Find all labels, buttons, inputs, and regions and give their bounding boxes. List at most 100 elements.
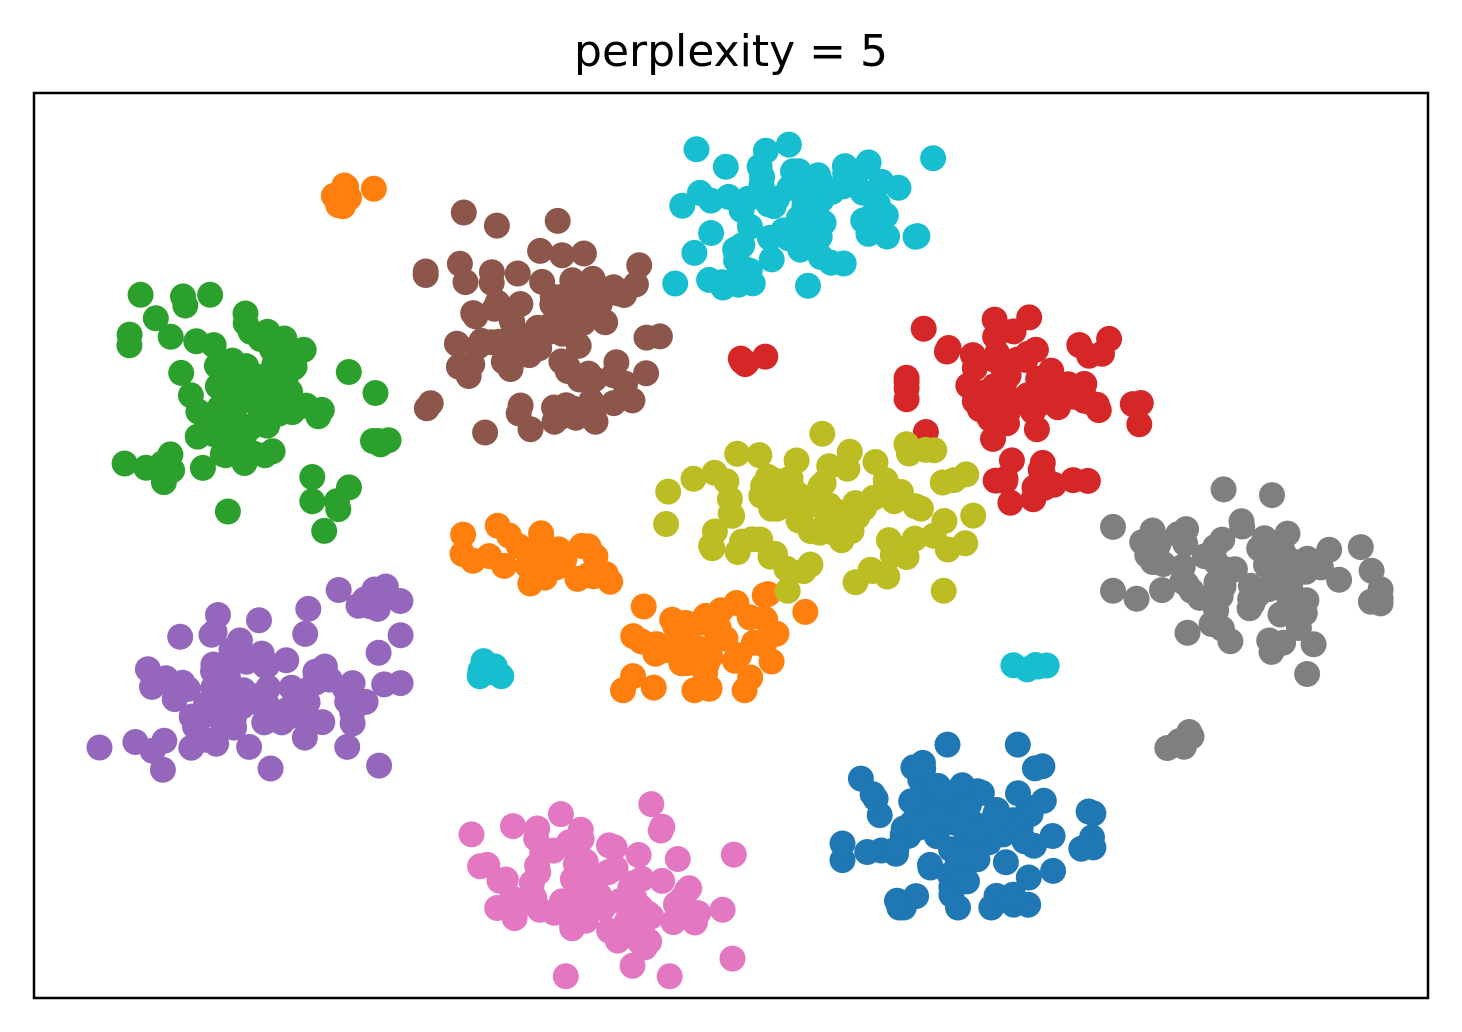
data-point [293,392,320,419]
data-point [829,830,856,857]
data-point [991,371,1018,398]
data-point [1074,467,1101,494]
data-point [545,547,572,574]
data-point [758,648,785,675]
data-point [762,540,788,567]
data-point [1260,551,1287,578]
data-point [603,349,630,376]
data-point [727,345,754,372]
data-point [412,258,439,285]
data-point [1150,551,1177,577]
data-point [982,323,1009,350]
data-point [370,585,397,612]
data-point [1029,753,1056,780]
data-point [229,693,256,720]
points-layer [86,131,1394,990]
data-point [917,854,944,881]
data-point [168,359,195,386]
data-point [597,568,624,595]
data-point [929,469,956,496]
data-point [371,671,398,698]
data-point [325,577,352,603]
data-point [945,894,971,921]
data-point [443,330,470,357]
data-point [365,639,392,666]
data-point [976,405,1003,432]
data-point [638,791,665,818]
data-point [172,292,199,319]
data-point [445,353,472,380]
data-point [774,577,801,604]
data-point [169,669,196,696]
data-point [883,836,910,863]
data-point [924,800,951,827]
data-point [517,416,544,443]
data-point [907,495,934,522]
data-point [619,387,646,414]
data-point [1178,723,1205,750]
data-point [222,392,249,419]
data-point [662,270,689,297]
data-point [1040,857,1067,884]
data-point [898,788,925,815]
data-point [724,539,751,565]
data-point [505,342,532,369]
data-point [334,733,361,760]
data-point [731,677,758,704]
data-point [468,327,495,354]
data-point [631,934,658,961]
data-point [859,558,886,584]
data-point [709,896,736,923]
data-point [1020,486,1047,513]
data-point [613,908,640,935]
data-point [633,324,660,351]
data-point [1274,520,1301,547]
data-point [1076,342,1103,369]
data-point [127,281,154,308]
data-point [567,816,594,843]
data-point [299,464,326,490]
data-point [205,602,231,628]
data-point [720,841,747,868]
data-point [933,338,960,365]
data-point [879,542,906,569]
data-point [910,755,937,782]
data-point [751,582,778,609]
data-point [273,647,300,674]
data-point [683,136,710,163]
data-point [884,887,910,914]
data-point [271,325,298,352]
data-point [902,223,929,250]
data-point [737,213,763,240]
data-point [1015,340,1041,367]
data-point [992,849,1019,876]
data-point [791,189,818,216]
data-point [204,373,231,400]
data-point [254,412,281,439]
data-point [893,375,920,402]
data-point [86,734,113,761]
data-point [790,558,817,585]
data-point [295,595,322,622]
data-point [816,453,843,480]
data-point [697,187,724,214]
data-point [366,752,393,779]
data-point [339,670,366,697]
data-point [642,631,669,658]
data-point [1300,631,1327,658]
data-point [1294,661,1321,687]
data-point [527,237,554,264]
data-point [488,663,515,690]
data-point [185,398,212,425]
data-point [1270,629,1297,656]
data-point [1172,530,1199,557]
data-point [934,731,961,758]
data-point [1011,828,1038,855]
data-point [192,726,218,753]
data-point [483,212,510,239]
data-point [954,868,980,895]
data-point [528,520,555,547]
data-point [706,619,733,646]
data-point [722,236,749,263]
data-point [633,360,660,387]
